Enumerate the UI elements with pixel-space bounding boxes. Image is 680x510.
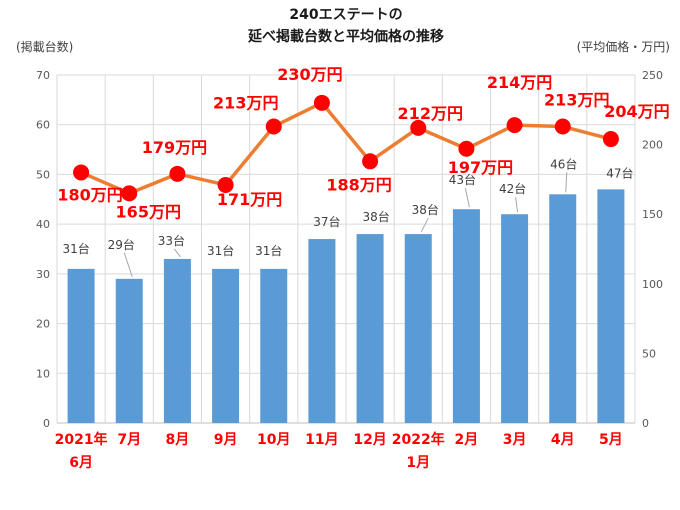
price-marker [169,165,186,182]
bar-42台 [501,214,529,423]
price-value-label: 204万円 [604,102,669,121]
price-marker [602,131,619,148]
bar-label-leader-line [174,248,181,258]
bar-value-label: 43台 [449,172,476,187]
x-axis-label: 11月 [305,432,338,448]
x-axis-label: 3月 [503,432,527,448]
price-value-label: 188万円 [326,175,391,194]
left-axis-tick-label: 40 [36,218,50,231]
x-axis-label: 7月 [117,432,141,448]
left-axis-tick-label: 50 [36,168,50,181]
bar-value-label: 42台 [499,181,526,196]
price-value-label: 180万円 [57,185,122,204]
price-marker [265,118,282,135]
left-axis-tick-label: 20 [36,318,50,331]
price-marker [217,176,234,193]
bar-value-label: 38台 [412,202,439,217]
right-axis-tick-label: 150 [642,208,663,221]
bar-29台 [115,278,143,423]
price-value-label: 179万円 [142,138,207,157]
bar-value-label: 29台 [108,237,135,252]
price-marker [410,119,427,136]
bar-value-label: 31台 [255,243,282,258]
price-value-label: 197万円 [448,158,513,177]
x-axis-label: 2021年 [55,431,108,448]
bar-47台 [597,189,625,423]
right-axis-tick-label: 0 [642,417,649,430]
right-axis-tick-label: 250 [642,69,663,82]
x-axis-label: 1月 [406,455,430,471]
bar-38台 [404,234,432,423]
x-axis-label: 2月 [455,432,479,448]
price-value-label: 230万円 [277,65,342,84]
left-axis-tick-label: 30 [36,268,50,281]
price-value-label: 213万円 [213,94,278,113]
right-axis-tick-label: 100 [642,278,663,291]
price-marker [313,94,330,111]
x-axis-label: 4月 [551,432,575,448]
right-axis-unit-label: (平均価格・万円) [576,40,670,54]
price-value-label: 212万円 [398,104,463,123]
price-marker [362,153,379,170]
x-axis-label: 10月 [257,432,290,448]
bar-31台 [67,268,95,423]
price-marker [554,118,571,135]
price-marker [73,164,90,181]
price-line [79,101,613,196]
bar-33台 [163,258,191,423]
price-marker [121,185,138,202]
x-axis-label: 5月 [599,432,623,448]
x-axis-label: 12月 [353,432,386,448]
bar-value-label: 37台 [313,214,340,229]
left-axis-tick-label: 60 [36,119,50,132]
bar-value-label: 31台 [207,243,234,258]
bar-38台 [356,234,384,423]
price-value-label: 213万円 [544,91,609,110]
bar-label-leader-line [515,197,519,213]
bar-value-label: 46台 [550,156,577,171]
price-marker [506,117,523,134]
right-axis-tick-label: 200 [642,139,663,152]
price-value-label: 214万円 [487,73,552,92]
bar-label-leader-line [123,252,133,277]
price-value-label: 165万円 [116,202,181,221]
left-axis-tick-label: 0 [43,417,50,430]
chart-title-line1: 240エステートの [289,7,403,23]
left-axis-tick-label: 70 [36,69,50,82]
x-axis-label: 6月 [69,455,93,471]
bar-value-label: 31台 [62,241,89,256]
x-axis-label: 8月 [166,432,190,448]
left-axis-unit-label: (掲載台数) [16,40,74,54]
bar-37台 [308,239,336,423]
bar-31台 [212,268,240,423]
price-value-label: 171万円 [217,190,282,209]
x-axis-label: 2022年 [392,431,445,448]
bar-value-label: 33台 [158,233,185,248]
right-axis-tick-label: 50 [642,347,656,360]
bar-label-leader-line [420,217,429,233]
x-axis-label: 9月 [214,432,238,448]
chart-title-line2: 延べ掲載台数と平均価格の推移 [248,29,444,45]
bar-label-leader-line [464,188,470,208]
bar-value-label: 47台 [606,165,633,180]
bar-label-leader-line [565,172,568,193]
bar-43台 [452,209,480,423]
bar-value-label: 38台 [362,209,389,224]
left-axis-tick-label: 10 [36,367,50,380]
bar-31台 [260,268,288,423]
price-marker [458,140,475,157]
bar-46台 [549,194,577,423]
